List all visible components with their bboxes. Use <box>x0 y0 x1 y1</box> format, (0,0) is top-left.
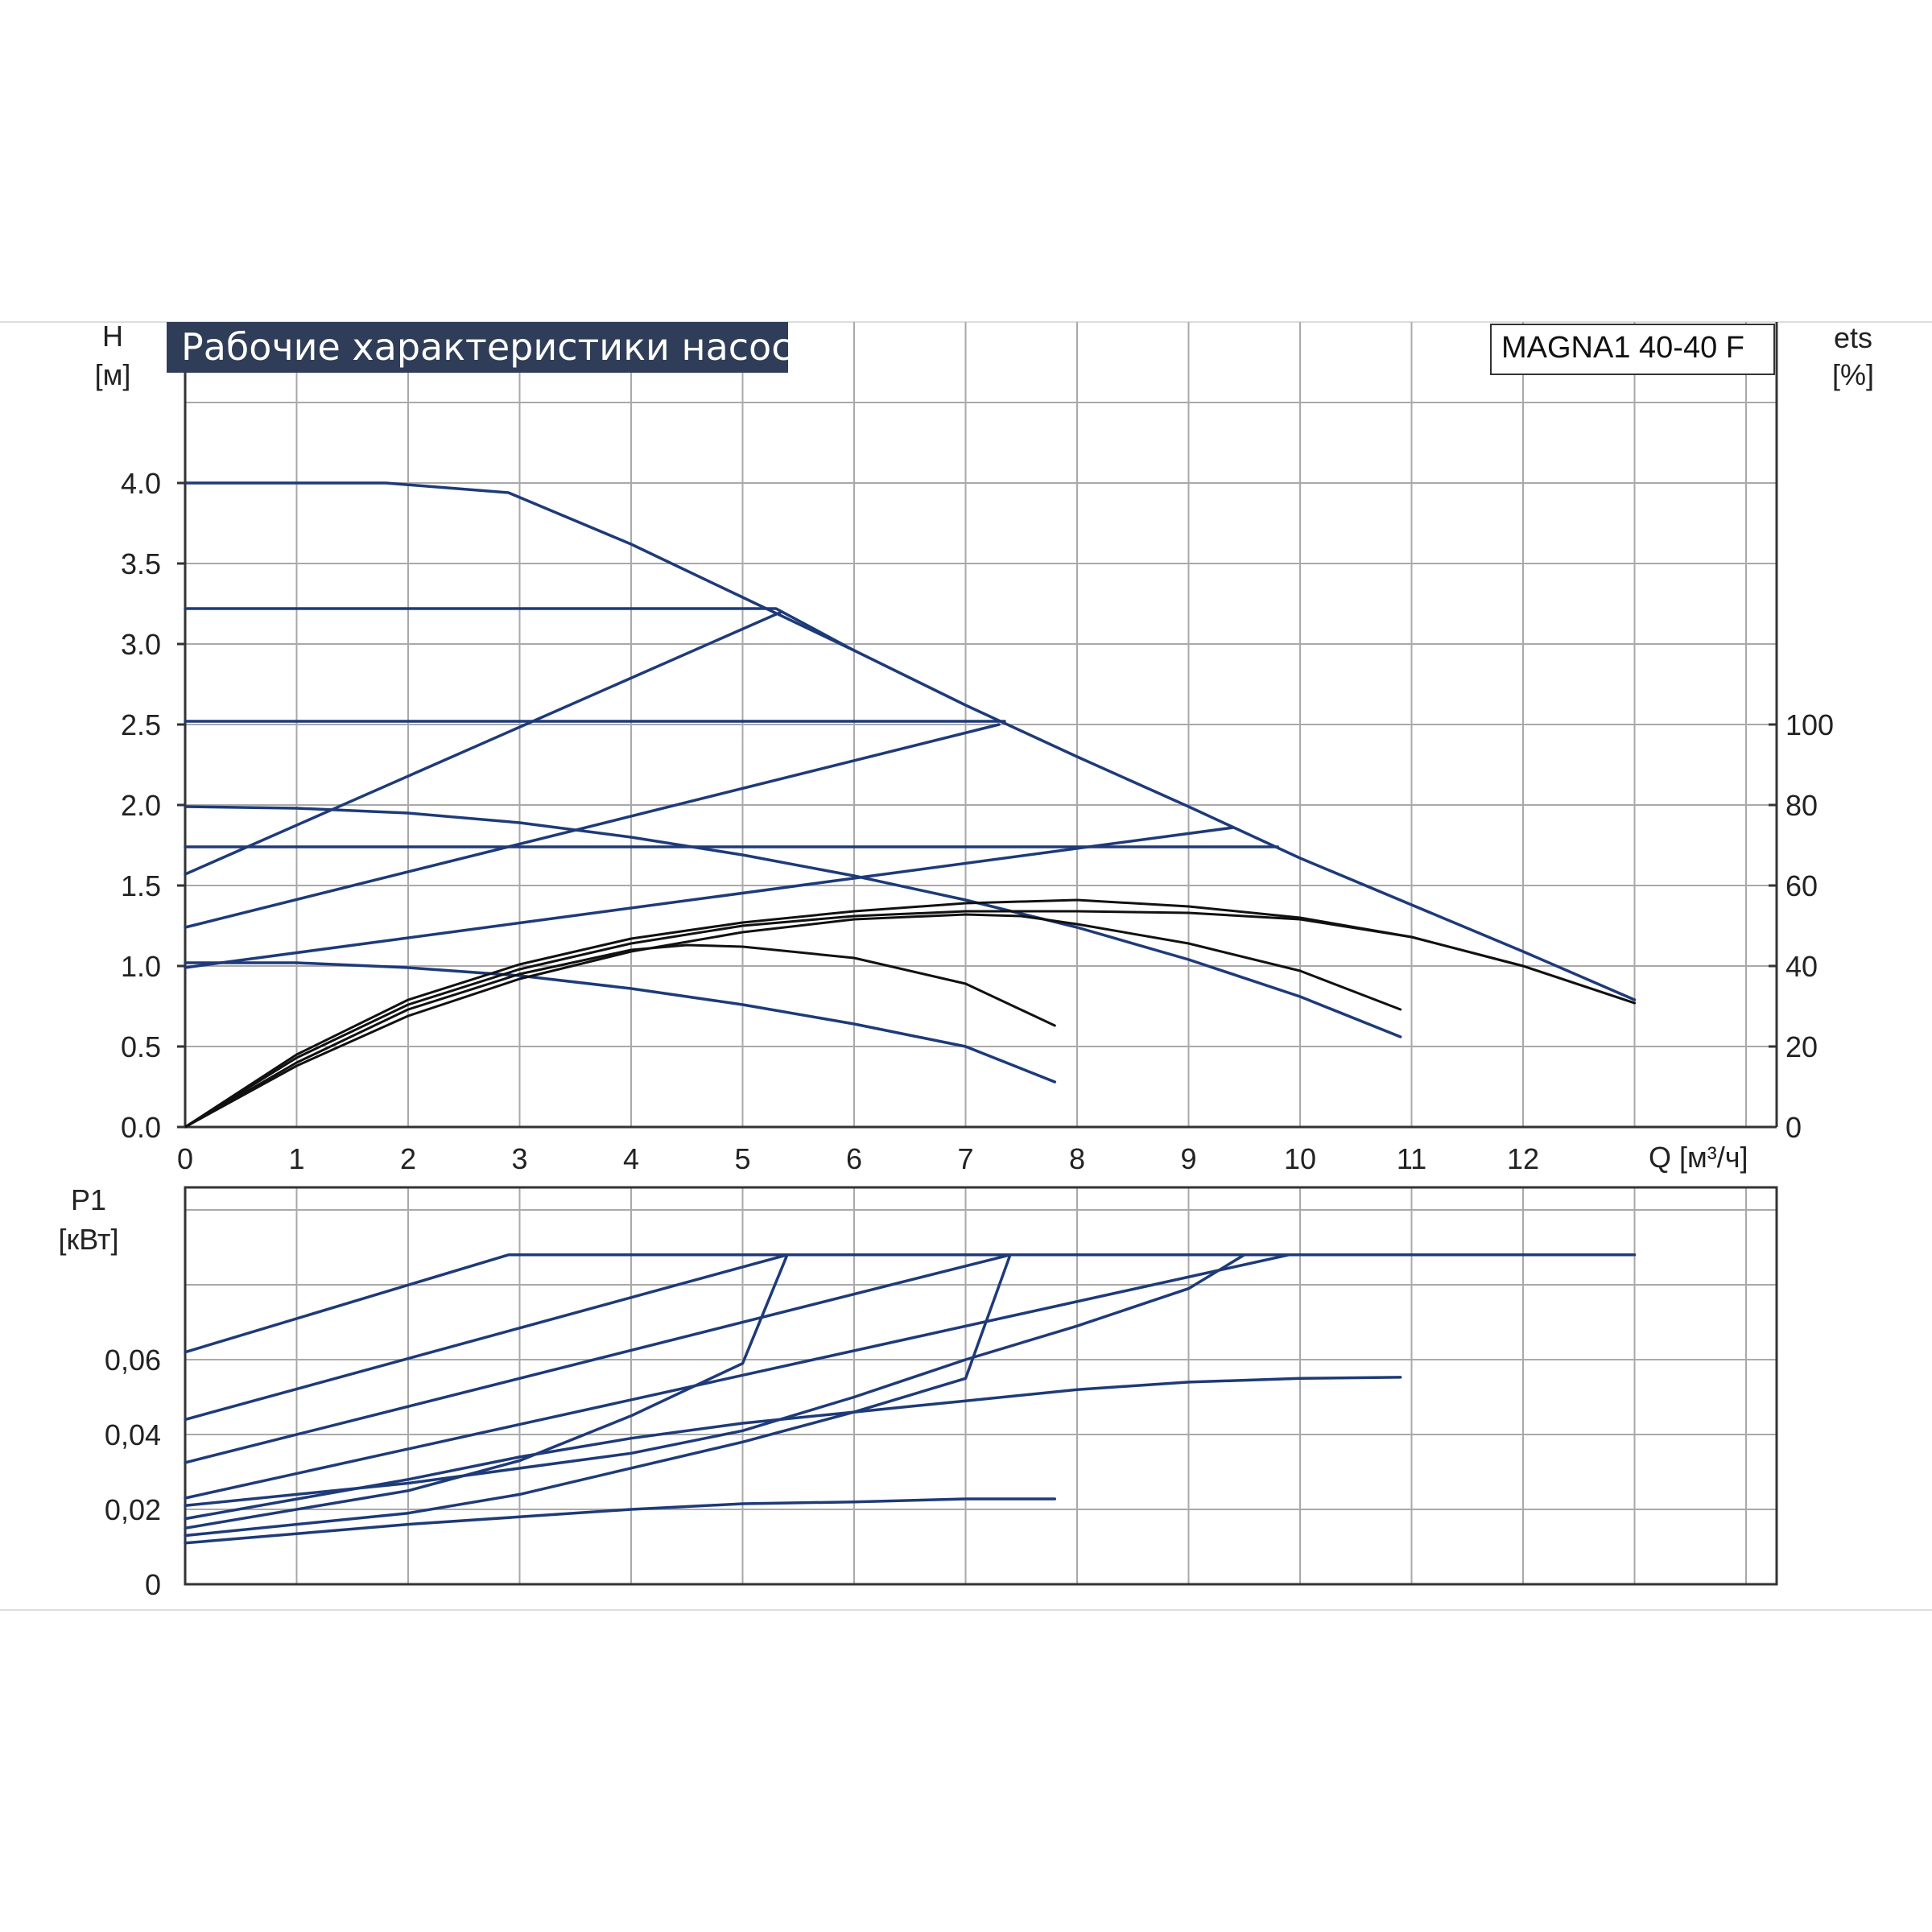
power-plot-frame <box>184 1186 1778 1586</box>
chart-title-box <box>167 322 788 373</box>
x-tick-label: 11 <box>1397 1142 1426 1175</box>
power-curve-0 <box>184 1253 1637 1354</box>
pump-curve-2 <box>184 610 783 876</box>
efficiency-y-tick-label: 20 <box>1785 1030 1818 1063</box>
power-grid <box>184 1186 1778 1586</box>
head-y-tick-label: 3.0 <box>121 628 161 661</box>
efficiency-y-tick-label: 0 <box>1785 1111 1802 1144</box>
efficiency-axis-unit: [%] <box>1832 358 1874 391</box>
power-curve-7 <box>184 1253 1012 1538</box>
x-tick-label: 0 <box>177 1142 193 1175</box>
x-tick-label: 2 <box>400 1142 416 1175</box>
head-y-tick-label: 0.0 <box>121 1111 161 1144</box>
x-tick-label: 1 <box>288 1142 304 1175</box>
model-label-box <box>1490 324 1775 375</box>
power-y-tick-label: 0,06 <box>105 1344 161 1377</box>
head-axis-unit: [м] <box>95 358 131 391</box>
power-series <box>184 1253 1637 1545</box>
efficiency-curve-9 <box>184 898 1636 1129</box>
efficiency-curve-12 <box>184 943 1056 1129</box>
power-curve-2 <box>184 1253 1012 1464</box>
pump-curve-8 <box>184 961 1057 1084</box>
pump-curve-0 <box>184 481 1637 1001</box>
power-axis-unit: [кВт] <box>58 1223 118 1256</box>
efficiency-y-tick-label: 100 <box>1785 708 1834 741</box>
x-tick-label: 8 <box>1069 1142 1085 1175</box>
x-tick-label: 10 <box>1284 1142 1316 1175</box>
x-tick-label: 5 <box>734 1142 750 1175</box>
power-curve-5 <box>184 1253 789 1530</box>
chart-title: Рабочие характеристики насоса <box>181 325 815 369</box>
x-tick-label: 6 <box>846 1142 862 1175</box>
power-curve-4 <box>184 1253 1246 1508</box>
head-axis-label: H <box>102 320 123 353</box>
head-series <box>184 481 1637 1129</box>
pump-curve-4 <box>184 723 1001 929</box>
head-tick-labels: 0 1 2 3 4 5 6 7 8 9 10 11 120.00.51.01.52.02.53.03.5… <box>121 467 1834 1175</box>
head-y-tick-label: 3.5 <box>121 547 161 580</box>
pump-curve-1 <box>184 607 856 652</box>
power-y-tick-label: 0,02 <box>105 1493 161 1526</box>
head-y-tick-label: 0.5 <box>121 1030 161 1063</box>
x-tick-label: 9 <box>1180 1142 1196 1175</box>
power-y-tick-label: 0 <box>145 1568 161 1601</box>
power-curve-8 <box>184 1497 1057 1545</box>
x-tick-label: 7 <box>957 1142 973 1175</box>
head-y-tick-label: 1.5 <box>121 869 161 902</box>
efficiency-axis-label: ets <box>1834 321 1872 354</box>
x-tick-label: 4 <box>623 1142 639 1175</box>
efficiency-curve-10 <box>184 910 1636 1129</box>
efficiency-y-tick-label: 40 <box>1785 950 1818 983</box>
power-curve-3 <box>184 1253 1290 1500</box>
x-tick-label: 3 <box>511 1142 527 1175</box>
head-y-tick-label: 2.0 <box>121 789 161 822</box>
power-curve-1 <box>184 1253 789 1422</box>
head-y-tick-label: 1.0 <box>121 950 161 983</box>
flow-axis-label: Q [м³/ч] <box>1649 1141 1748 1174</box>
power-axis-label: P1 <box>71 1183 106 1216</box>
model-label: MAGNA1 40-40 F <box>1501 331 1744 365</box>
head-grid <box>184 322 1778 1129</box>
efficiency-y-tick-label: 80 <box>1785 789 1818 822</box>
efficiency-curve-11 <box>184 913 1402 1129</box>
head-y-tick-label: 4.0 <box>121 467 161 500</box>
head-y-tick-label: 2.5 <box>121 708 161 741</box>
pump-curve-7 <box>184 805 1402 1038</box>
power-tick-labels: 0 0,02 0,04 0,06 <box>105 1344 161 1601</box>
efficiency-y-tick-label: 60 <box>1785 869 1818 902</box>
x-tick-label: 12 <box>1507 1142 1539 1175</box>
pump-curve-6 <box>184 826 1235 969</box>
power-y-tick-label: 0,04 <box>105 1418 161 1451</box>
